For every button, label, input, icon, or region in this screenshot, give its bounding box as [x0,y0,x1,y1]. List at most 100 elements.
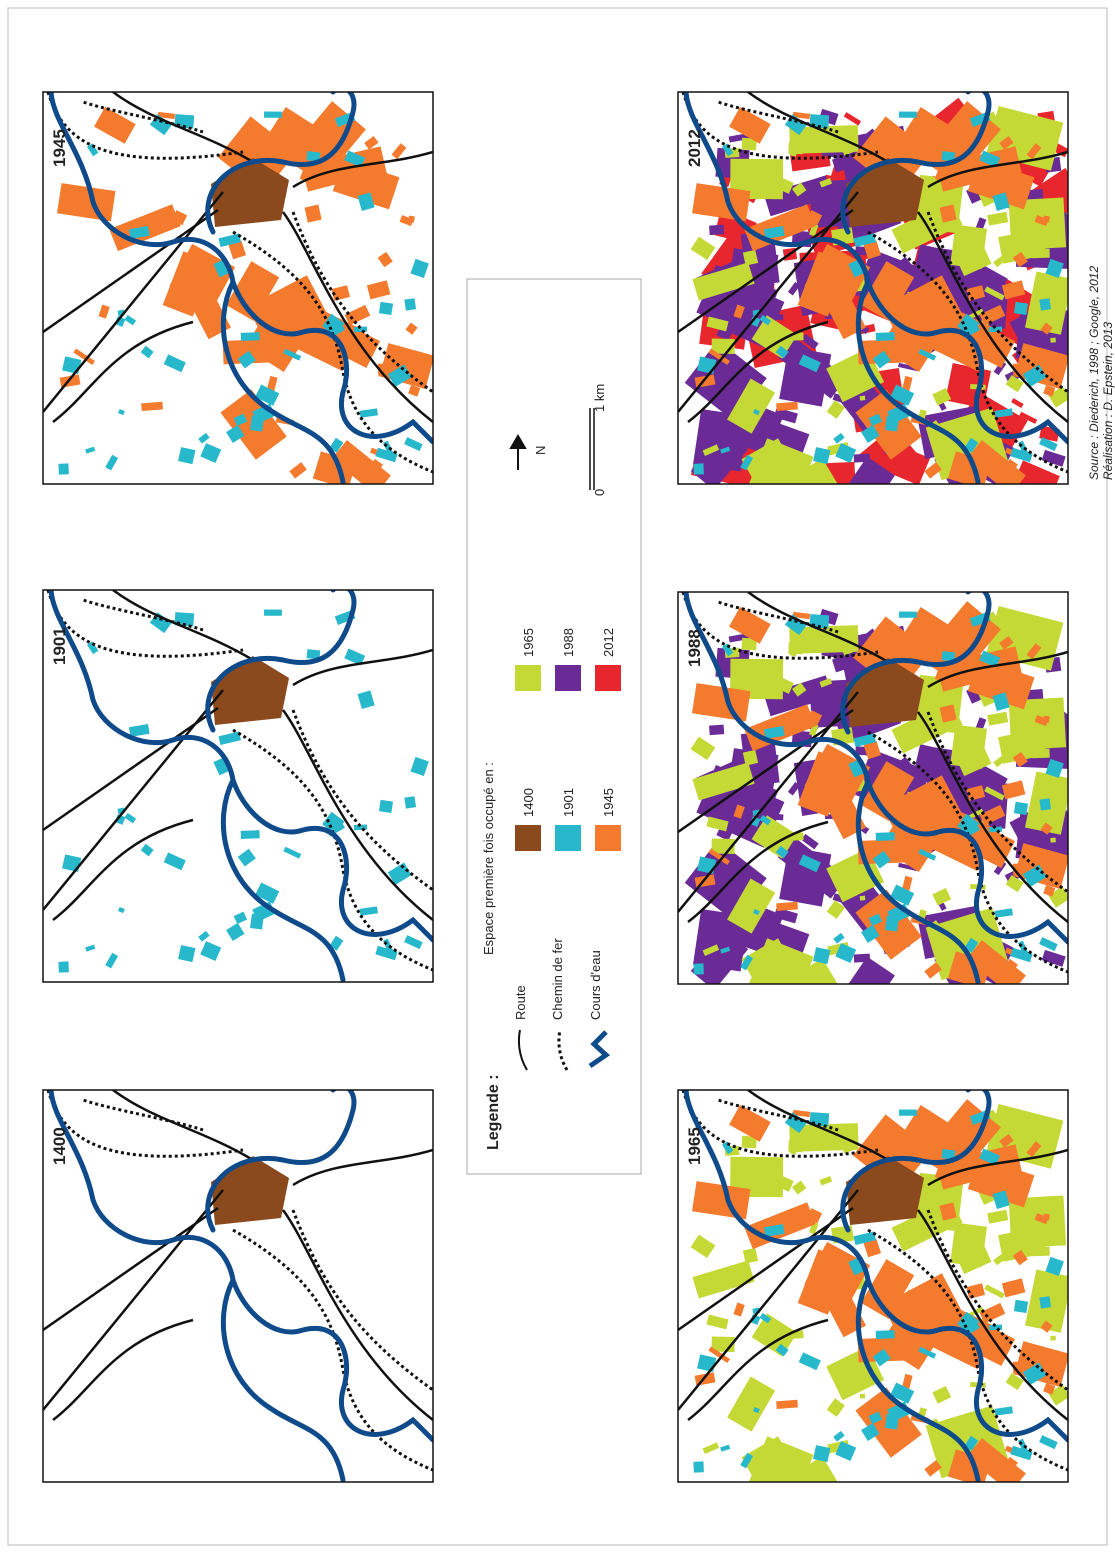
occupied-area [787,781,801,796]
occupied-area [859,895,866,901]
occupied-area [711,777,726,793]
occupied-area [742,749,759,766]
occupied-area [924,1460,942,1477]
occupied-area [741,637,757,651]
occupied-area [924,462,942,479]
occupied-area [693,909,749,972]
map-panel: 2012 [677,91,1069,485]
occupied-area [283,846,302,859]
occupied-area [835,943,857,963]
occupied-area [128,226,150,239]
occupied-area [749,816,761,827]
occupied-area [994,1406,1013,1416]
occupied-area [1022,864,1047,887]
occupied-area [1034,1213,1049,1225]
occupied-area [741,1135,757,1149]
occupied-area [690,1234,716,1259]
occupied-area [932,1385,952,1404]
occupied-area [405,322,418,335]
occupied-area [218,731,241,746]
occupied-area [702,1442,720,1455]
occupied-area [762,1319,777,1333]
panel-year: 1945 [50,129,69,167]
occupied-area [1039,798,1052,811]
occupied-area [853,453,871,463]
occupied-area [987,211,1009,226]
occupied-area [86,641,99,655]
legend-class-label: 1965 [521,628,536,657]
occupied-area [690,236,716,261]
river [683,592,1068,984]
occupied-area [872,1348,891,1367]
occupied-area [801,833,819,850]
occupied-area [987,1209,1009,1224]
occupied-area [693,963,704,975]
occupied-area [794,958,851,984]
occupied-area [872,350,891,369]
occupied-area [240,830,260,840]
legend: Legende : Route Chemin de fer Cours d'eau Es… [466,278,642,1175]
occupied-area [98,304,110,319]
occupied-area [708,848,730,865]
occupied-area [720,446,731,454]
legend-line-label: Chemin de fer [550,938,565,1020]
occupied-area [932,387,952,406]
panel-border [42,91,434,485]
occupied-area [1026,643,1042,660]
occupied-area [200,941,222,961]
historic-core [846,658,924,727]
occupied-area [375,945,398,961]
panel-year: 1400 [50,1127,69,1165]
occupied-area [939,204,957,223]
occupied-area [200,443,222,463]
occupied-area [868,913,883,926]
railway [926,711,1068,894]
river [683,92,1068,484]
occupied-area [857,338,922,365]
occupied-area [729,1104,771,1142]
occupied-area [105,952,119,969]
occupied-area [730,658,784,700]
occupied-area [939,1202,957,1221]
occupied-area [1000,958,1018,978]
occupied-area [760,456,783,473]
occupied-area [198,432,210,444]
railway [46,92,244,160]
occupied-area [693,1461,704,1473]
legend-swatch [555,665,581,691]
occupied-area [721,643,734,657]
occupied-area [992,192,1010,212]
occupied-area [1040,822,1053,835]
occupied-area [932,887,952,906]
occupied-area [1000,458,1018,478]
river [683,1090,1068,1482]
occupied-area [749,1314,761,1325]
occupied-area [702,444,720,457]
occupied-area [792,1109,811,1118]
occupied-area [890,384,915,406]
occupied-area [979,1148,1001,1166]
occupied-area [741,938,802,984]
occupied-area [114,814,126,825]
occupied-area [283,348,302,361]
legend-box [466,278,642,1175]
occupied-area [1040,322,1053,335]
occupied-area [124,812,137,824]
panel-year: 2012 [685,129,704,167]
occupied-area [178,447,196,465]
occupied-area [720,1444,731,1452]
occupied-area [950,224,988,269]
occupied-area [832,654,853,673]
occupied-area [706,816,729,832]
occupied-area [410,258,429,279]
legend-swatch [595,665,621,691]
occupied-area [741,1436,802,1482]
occupied-area [759,814,772,826]
occupied-area [759,1312,772,1324]
occupied-area [57,183,116,222]
legend-swatch [595,825,621,851]
occupied-area [1041,949,1066,967]
railway [82,100,204,134]
panel-border [677,91,1069,485]
occupied-area [331,285,351,301]
